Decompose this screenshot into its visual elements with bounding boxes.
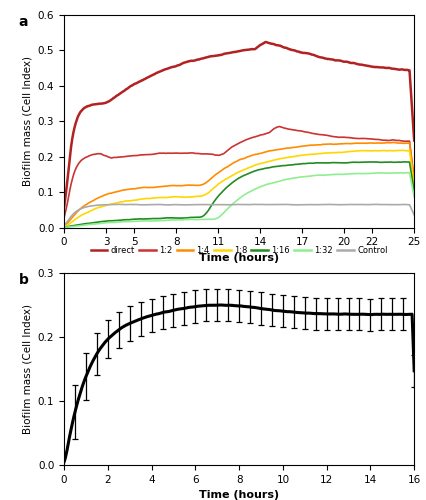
X-axis label: Time (hours): Time (hours) (199, 253, 279, 263)
Text: a: a (18, 15, 28, 29)
X-axis label: Time (hours): Time (hours) (199, 490, 279, 500)
Legend: direct, 1:2, 1:4, 1:8, 1:16, 1:32, Control: direct, 1:2, 1:4, 1:8, 1:16, 1:32, Contr… (90, 246, 387, 254)
Text: b: b (18, 272, 29, 286)
Y-axis label: Biofilm mass (Cell Index): Biofilm mass (Cell Index) (22, 56, 32, 186)
Y-axis label: Biofilm mass (Cell Index): Biofilm mass (Cell Index) (22, 304, 32, 434)
